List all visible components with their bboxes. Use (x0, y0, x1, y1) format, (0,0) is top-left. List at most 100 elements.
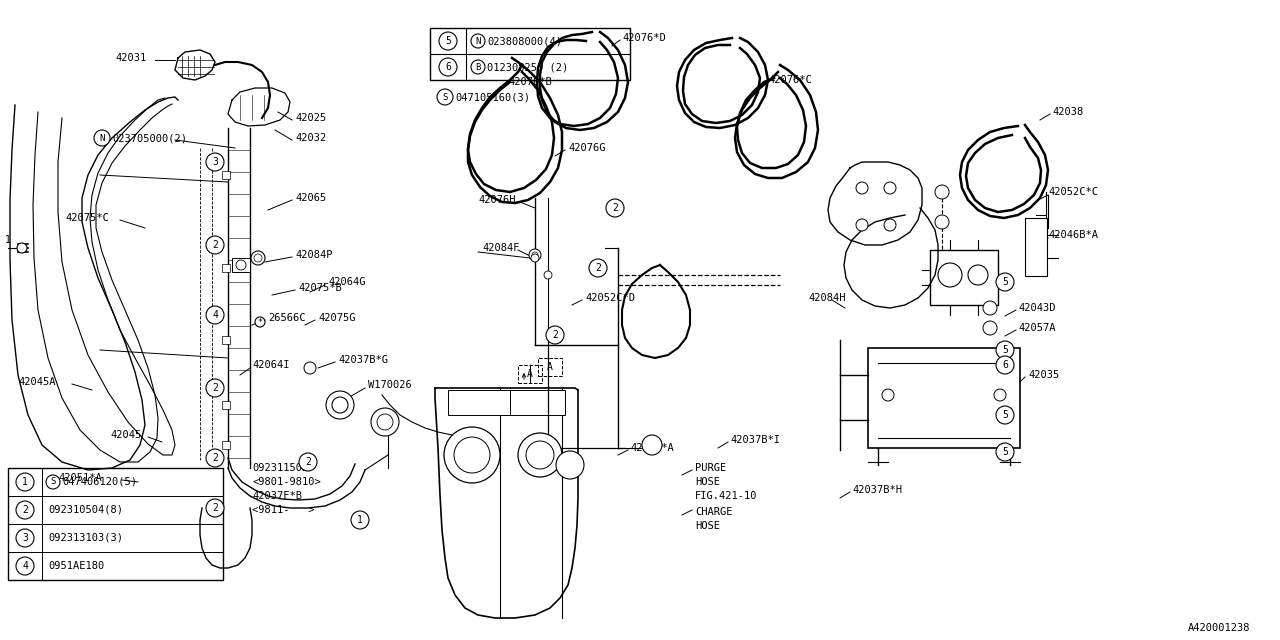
Text: 5: 5 (1002, 410, 1007, 420)
Circle shape (884, 182, 896, 194)
Text: 5: 5 (1002, 277, 1007, 287)
Bar (221, 336, 230, 344)
Circle shape (938, 263, 963, 287)
Bar (221, 264, 230, 272)
Circle shape (531, 254, 539, 262)
Circle shape (255, 317, 265, 327)
Circle shape (17, 243, 27, 253)
Text: 42084H: 42084H (808, 293, 846, 303)
Circle shape (206, 236, 224, 254)
Text: 6: 6 (445, 62, 451, 72)
Text: 2: 2 (552, 330, 558, 340)
Text: 42051*A: 42051*A (58, 473, 101, 483)
Text: 42045A: 42045A (18, 377, 55, 387)
Text: 42052C*D: 42052C*D (585, 293, 635, 303)
Text: CHARGE: CHARGE (695, 507, 732, 517)
Circle shape (995, 389, 1006, 401)
Text: 092311502: 092311502 (252, 463, 308, 473)
Text: 42037B*I: 42037B*I (730, 435, 780, 445)
Text: 023808000(4): 023808000(4) (486, 36, 562, 46)
Circle shape (556, 451, 584, 479)
Bar (232, 258, 250, 272)
Circle shape (332, 397, 348, 413)
Text: 4: 4 (212, 310, 218, 320)
Text: 1: 1 (22, 477, 28, 487)
Circle shape (300, 453, 317, 471)
Circle shape (253, 254, 262, 262)
Text: 42084F: 42084F (483, 243, 520, 253)
Text: HOSE: HOSE (695, 521, 721, 531)
Text: 2: 2 (612, 203, 618, 213)
Circle shape (206, 153, 224, 171)
Circle shape (605, 199, 625, 217)
Circle shape (46, 475, 60, 489)
Text: 42031: 42031 (115, 53, 146, 63)
Text: N: N (475, 36, 481, 45)
Text: A: A (527, 369, 532, 379)
Circle shape (996, 341, 1014, 359)
Text: 5: 5 (445, 36, 451, 46)
Text: 2: 2 (22, 505, 28, 515)
Text: 5: 5 (1002, 345, 1007, 355)
Circle shape (983, 321, 997, 335)
Circle shape (206, 379, 224, 397)
Text: 2: 2 (212, 383, 218, 393)
Circle shape (996, 406, 1014, 424)
Text: 42035: 42035 (1028, 370, 1060, 380)
Text: 5: 5 (1002, 447, 1007, 457)
Bar (8, 468, 223, 580)
Text: 42065: 42065 (294, 193, 326, 203)
Text: 42084P: 42084P (294, 250, 333, 260)
Text: 42037B*G: 42037B*G (338, 355, 388, 365)
Text: S: S (50, 477, 56, 486)
Text: 2: 2 (212, 503, 218, 513)
Text: 012308250 (2): 012308250 (2) (486, 62, 568, 72)
Bar (931, 250, 998, 305)
Text: 2: 2 (595, 263, 600, 273)
Bar (430, 28, 630, 80)
Circle shape (856, 219, 868, 231)
Circle shape (518, 433, 562, 477)
Bar (518, 365, 541, 383)
Text: 42043D: 42043D (1018, 303, 1056, 313)
Text: 6: 6 (1002, 360, 1007, 370)
Circle shape (968, 265, 988, 285)
Text: 047406120(5): 047406120(5) (61, 477, 137, 487)
Circle shape (996, 356, 1014, 374)
Text: W170026: W170026 (369, 380, 412, 390)
Text: 3: 3 (22, 533, 28, 543)
Text: B: B (475, 63, 481, 72)
Circle shape (884, 219, 896, 231)
Text: <9811-   >: <9811- > (252, 505, 315, 515)
Text: A: A (547, 362, 553, 372)
Text: 4: 4 (22, 561, 28, 571)
Circle shape (305, 362, 316, 374)
Circle shape (544, 271, 552, 279)
Circle shape (532, 252, 538, 258)
Circle shape (93, 130, 110, 146)
Text: FIG.421-10: FIG.421-10 (695, 491, 758, 501)
Text: 092313103(3): 092313103(3) (49, 533, 123, 543)
Circle shape (371, 408, 399, 436)
Circle shape (206, 499, 224, 517)
Bar (448, 390, 509, 415)
Circle shape (436, 89, 453, 105)
Circle shape (547, 326, 564, 344)
Circle shape (882, 389, 893, 401)
Text: 42076*C: 42076*C (768, 75, 812, 85)
Circle shape (529, 249, 541, 261)
Circle shape (444, 427, 500, 483)
Text: 42052C*C: 42052C*C (1048, 187, 1098, 197)
Text: 42076*D: 42076*D (622, 33, 666, 43)
Text: 42064I: 42064I (252, 360, 289, 370)
Circle shape (206, 449, 224, 467)
Text: 023705000(2): 023705000(2) (113, 133, 187, 143)
Bar (221, 401, 230, 409)
Circle shape (378, 414, 393, 430)
Circle shape (326, 391, 355, 419)
Text: 42025: 42025 (294, 113, 326, 123)
Text: 42038: 42038 (1052, 107, 1083, 117)
Text: N: N (100, 134, 105, 143)
Bar (868, 348, 1020, 448)
Circle shape (471, 60, 485, 74)
